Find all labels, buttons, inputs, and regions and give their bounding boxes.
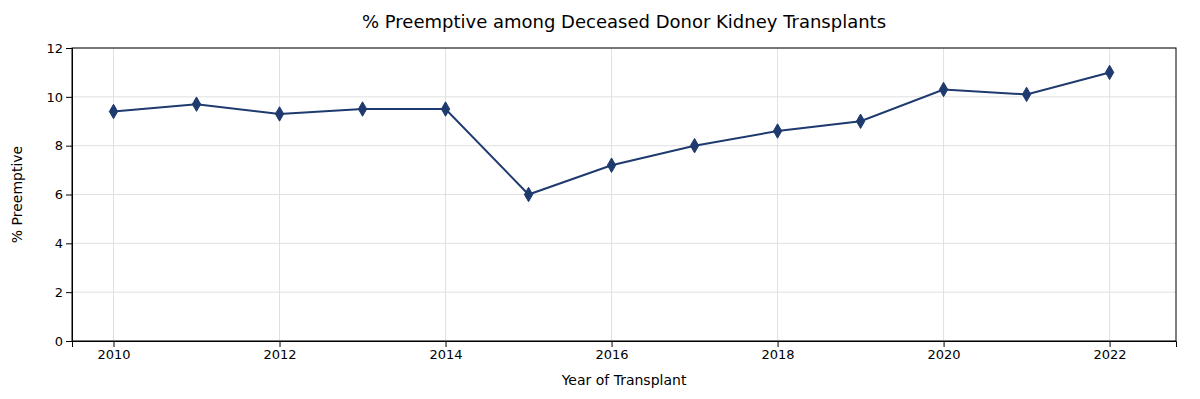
axis-line — [73, 342, 1177, 348]
tick: 2010 — [97, 341, 130, 362]
point — [524, 187, 532, 201]
point — [275, 107, 283, 121]
tick-label: 2012 — [263, 347, 296, 362]
title: % Preemptive among Deceased Donor Kidney… — [362, 11, 886, 32]
tick-mark — [944, 341, 945, 347]
tick-mark — [66, 97, 72, 98]
tick: 2014 — [429, 341, 462, 362]
tick: 2016 — [596, 341, 629, 362]
tick-label: 0 — [55, 334, 63, 349]
tick-label: 2014 — [429, 347, 462, 362]
chart: 2010 2012 2014 2016 2018 2020 2022 0 2 4 6 8 10 12 % P… — [0, 0, 1200, 399]
tick: 2022 — [1094, 341, 1127, 362]
grid-line — [72, 194, 1176, 195]
point — [856, 114, 864, 128]
line — [114, 72, 1110, 194]
grid-line — [72, 96, 1176, 97]
grid-line — [445, 48, 446, 341]
grid — [72, 48, 1176, 341]
tick-mark — [280, 341, 281, 347]
tick-label: 2010 — [97, 347, 130, 362]
point — [1022, 87, 1030, 101]
tick-mark — [612, 341, 613, 347]
grid-line — [72, 243, 1176, 244]
grid-line — [1109, 48, 1110, 341]
plot-frame — [72, 48, 1176, 341]
tick: 12 — [46, 41, 72, 56]
tick-label: 2016 — [596, 347, 629, 362]
tick-label: 8 — [55, 138, 63, 153]
plot: 2010 2012 2014 2016 2018 2020 2022 0 2 4 6 8 10 12 — [46, 41, 1176, 363]
tick-mark — [1110, 341, 1111, 347]
point — [192, 97, 200, 111]
tick-mark — [66, 48, 72, 49]
tick-mark — [66, 292, 72, 293]
tick: 2 — [55, 285, 72, 300]
tick: 4 — [55, 236, 72, 251]
x-axis-title: Year of Transplant — [561, 372, 687, 388]
grid-line — [72, 145, 1176, 146]
tick-label: 4 — [55, 236, 63, 251]
axis-line — [66, 49, 73, 342]
grid-line — [113, 48, 114, 341]
tick: 2012 — [263, 341, 296, 362]
tick-label: 2022 — [1094, 347, 1127, 362]
tick: 2018 — [762, 341, 795, 362]
tick-mark — [446, 341, 447, 347]
point — [1105, 65, 1113, 79]
tick-mark — [66, 195, 72, 196]
tick-label: 2018 — [762, 347, 795, 362]
tick-mark — [778, 341, 779, 347]
point — [607, 158, 615, 172]
tick-label: 10 — [46, 89, 63, 104]
tick-label: 6 — [55, 187, 63, 202]
tick: 6 — [55, 187, 72, 202]
y-axis: 0 2 4 6 8 10 12 — [46, 41, 72, 349]
tick: 8 — [55, 138, 72, 153]
grid-line — [72, 292, 1176, 293]
point — [773, 124, 781, 138]
x-axis: 2010 2012 2014 2016 2018 2020 2022 — [73, 341, 1177, 362]
point — [690, 138, 698, 152]
tick-label: 2020 — [928, 347, 961, 362]
point — [358, 102, 366, 116]
tick-mark — [114, 341, 115, 347]
tick: 10 — [46, 89, 72, 104]
point — [109, 104, 117, 118]
grid-line — [611, 48, 612, 341]
series — [109, 65, 1113, 201]
y-axis-title: % Preemptive — [9, 146, 25, 243]
grid-line — [279, 48, 280, 341]
tick-mark — [66, 341, 72, 342]
tick-mark — [66, 243, 72, 244]
tick-label: 12 — [46, 41, 63, 56]
tick: 0 — [55, 334, 72, 349]
grid-line — [777, 48, 778, 341]
tick: 2020 — [928, 341, 961, 362]
point — [939, 82, 947, 96]
tick-label: 2 — [55, 285, 63, 300]
tick-mark — [66, 146, 72, 147]
point — [441, 102, 449, 116]
